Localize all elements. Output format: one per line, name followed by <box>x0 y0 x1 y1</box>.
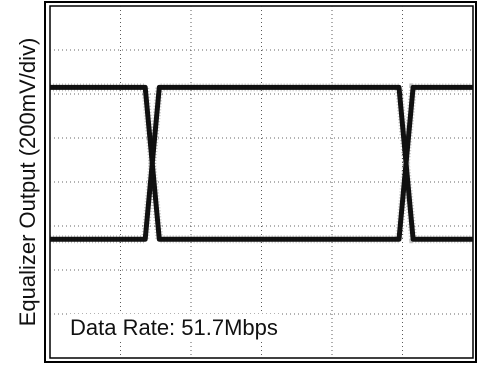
data-rate-annotation: Data Rate: 51.7Mbps <box>67 314 281 342</box>
eye-trace-noise-1 <box>50 83 473 244</box>
eye-trace-noise-2 <box>50 83 473 244</box>
waveform-traces <box>50 83 473 244</box>
eye-trace-1 <box>50 84 473 242</box>
eye-trace-2 <box>50 84 473 242</box>
